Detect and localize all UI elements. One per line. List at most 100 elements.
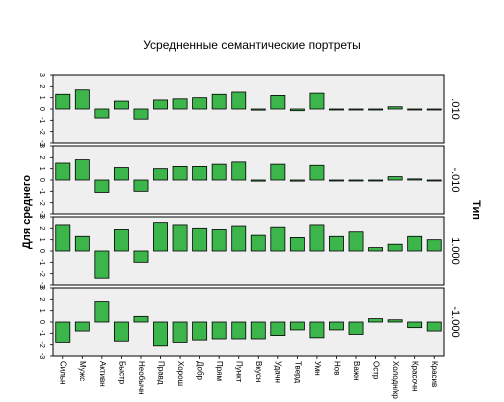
y-tick-label: 2 bbox=[38, 84, 45, 88]
bar bbox=[192, 321, 208, 341]
y-tick-label: -3 bbox=[38, 140, 45, 146]
bar bbox=[426, 179, 442, 182]
y-tick-label: 3 bbox=[38, 215, 45, 219]
bar bbox=[172, 165, 188, 181]
bar bbox=[407, 178, 423, 181]
y-tick-label: 3 bbox=[38, 73, 45, 77]
bar bbox=[250, 108, 266, 111]
bar bbox=[113, 321, 129, 342]
bar bbox=[407, 321, 423, 329]
bar bbox=[329, 108, 344, 111]
chart-title: Усредненные семантические портреты bbox=[143, 38, 361, 52]
x-tick-label: Сильн bbox=[59, 361, 68, 385]
y-tick-label: -3 bbox=[38, 282, 45, 288]
bar bbox=[192, 97, 208, 110]
y-tick-label: -2 bbox=[38, 129, 45, 135]
bar bbox=[153, 168, 168, 181]
bar bbox=[426, 239, 442, 252]
bar bbox=[289, 179, 305, 182]
bar bbox=[426, 108, 442, 111]
x-tick-label: Мужс bbox=[78, 361, 87, 381]
bar bbox=[211, 229, 227, 252]
y-tick-label: -1 bbox=[38, 330, 45, 336]
bar bbox=[113, 229, 129, 252]
panel-background bbox=[52, 216, 445, 286]
bar bbox=[368, 247, 384, 252]
bar bbox=[329, 235, 344, 252]
bar bbox=[407, 235, 423, 252]
bar bbox=[270, 226, 286, 252]
y-tick-label: 2 bbox=[38, 297, 45, 301]
y-tick-label: -1 bbox=[38, 188, 45, 194]
x-tick-label: Красив bbox=[430, 361, 439, 387]
bar bbox=[133, 250, 149, 263]
bar bbox=[387, 106, 403, 110]
bar bbox=[172, 321, 188, 343]
bar bbox=[368, 179, 384, 182]
bar bbox=[74, 159, 90, 181]
bar bbox=[94, 108, 110, 119]
bar bbox=[74, 235, 90, 252]
x-tick-label: Прям bbox=[215, 361, 224, 381]
y-tick-label: 1 bbox=[38, 96, 45, 100]
bar bbox=[133, 315, 149, 323]
bar bbox=[231, 161, 247, 181]
x-tick-label: Необычн bbox=[137, 361, 146, 395]
y-tick-label: -1 bbox=[38, 117, 45, 123]
bar bbox=[387, 176, 403, 181]
y-tick-label: 0 bbox=[38, 178, 45, 182]
y-tick-label: 0 bbox=[38, 249, 45, 253]
x-tick-label: Умн bbox=[313, 361, 322, 376]
bar bbox=[270, 163, 286, 181]
x-tick-label: Правд bbox=[156, 361, 165, 385]
y-tick-label: 1 bbox=[38, 167, 45, 171]
bar bbox=[329, 179, 344, 182]
bar bbox=[153, 99, 168, 110]
facet-label: -1.000 bbox=[449, 306, 461, 337]
bar bbox=[368, 108, 384, 111]
x-tick-label: Вкусн bbox=[254, 361, 263, 382]
y-tick-label: 0 bbox=[38, 107, 45, 111]
bar bbox=[113, 100, 129, 110]
bar bbox=[55, 321, 71, 343]
bar bbox=[309, 92, 325, 110]
bar bbox=[74, 321, 90, 332]
y-tick-label: 3 bbox=[38, 286, 45, 290]
facet-label: .010 bbox=[449, 98, 461, 119]
bar bbox=[387, 243, 403, 252]
bar bbox=[407, 108, 423, 111]
x-tick-label: Холодн/кр bbox=[391, 361, 400, 399]
bar bbox=[153, 321, 168, 347]
bar bbox=[153, 222, 168, 252]
bar bbox=[426, 321, 442, 332]
bar bbox=[192, 165, 208, 181]
y-tick-label: 2 bbox=[38, 226, 45, 230]
y-tick-label: 3 bbox=[38, 144, 45, 148]
bar bbox=[94, 250, 110, 279]
bar bbox=[309, 224, 325, 252]
y-tick-label: -3 bbox=[38, 211, 45, 217]
bar bbox=[348, 179, 364, 182]
bar bbox=[192, 227, 208, 252]
x-tick-label: Остр bbox=[371, 361, 380, 380]
y-tick-label: -1 bbox=[38, 259, 45, 265]
x-tick-label: Удачн bbox=[274, 361, 283, 383]
bar bbox=[94, 179, 110, 193]
y-tick-label: 1 bbox=[38, 238, 45, 242]
bar bbox=[289, 236, 305, 252]
bar bbox=[329, 321, 344, 331]
x-tick-label: Добр bbox=[196, 361, 205, 381]
x-tick-label: Хорош bbox=[176, 361, 185, 386]
x-tick-label: Пункт bbox=[235, 361, 244, 383]
bar bbox=[55, 93, 71, 110]
bar bbox=[74, 89, 90, 110]
panel-background bbox=[52, 74, 445, 144]
bar bbox=[309, 321, 325, 339]
y-tick-label: -2 bbox=[38, 200, 45, 206]
bar bbox=[172, 98, 188, 110]
panel-background bbox=[52, 287, 445, 357]
bar bbox=[231, 91, 247, 110]
x-tick-label: Тверд bbox=[293, 361, 302, 383]
y-tick-label: 0 bbox=[38, 320, 45, 324]
panel-background bbox=[52, 145, 445, 215]
